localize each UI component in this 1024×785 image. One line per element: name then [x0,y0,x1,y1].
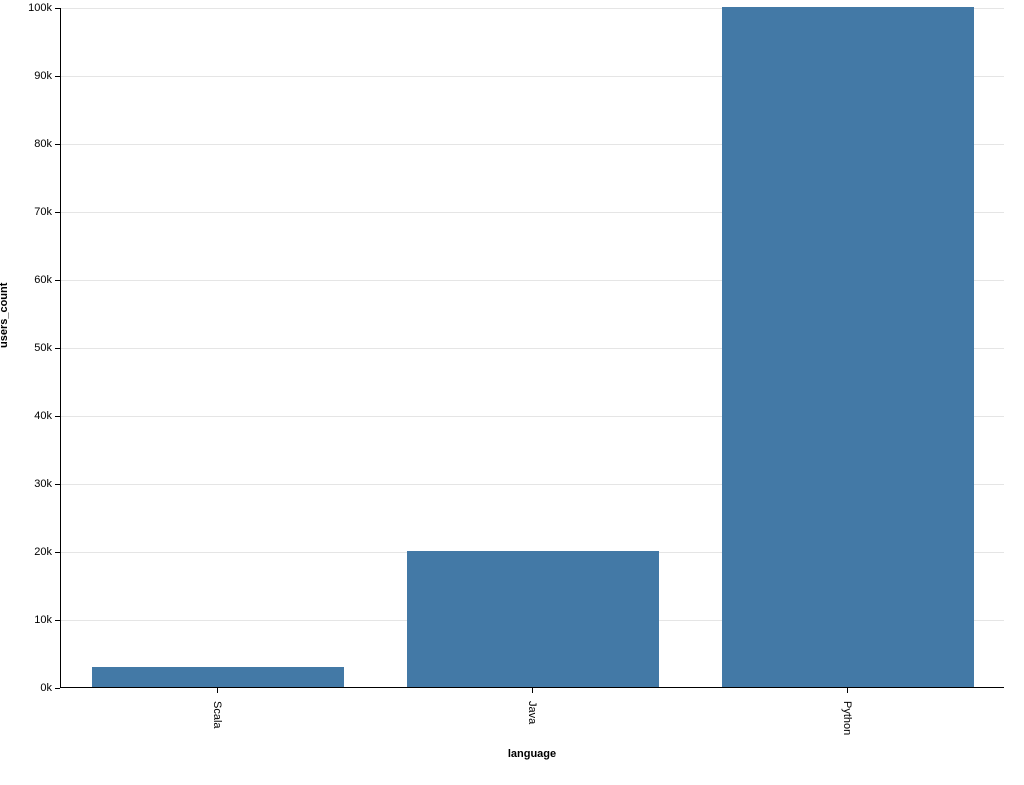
y-tick-label: 10k [0,614,52,626]
bar [407,551,659,687]
bar [92,667,344,687]
y-tick [55,688,60,689]
y-tick-label: 20k [0,546,52,558]
bar [722,7,974,687]
y-tick [55,280,60,281]
y-tick [55,348,60,349]
y-tick-label: 80k [0,138,52,150]
y-tick-label: 40k [0,410,52,422]
y-tick [55,620,60,621]
y-tick-label: 30k [0,478,52,490]
x-tick-label: Scala [211,701,223,729]
y-tick [55,212,60,213]
y-tick [55,552,60,553]
x-tick [532,688,533,693]
y-tick-label: 0k [0,682,52,694]
y-tick [55,76,60,77]
bar-chart: users_count language 0k 10k 20k 30k 40k 50k 60… [0,0,1024,785]
y-tick [55,8,60,9]
y-tick [55,484,60,485]
y-tick-label: 60k [0,274,52,286]
x-tick [217,688,218,693]
y-axis-title: users_count [0,283,10,348]
plot-area [60,8,1004,688]
y-tick [55,416,60,417]
x-tick [847,688,848,693]
x-tick-label: Python [841,701,853,735]
y-tick-label: 100k [0,2,52,14]
y-tick-label: 50k [0,342,52,354]
y-tick [55,144,60,145]
y-tick-label: 70k [0,206,52,218]
x-axis-title: language [60,748,1004,760]
y-tick-label: 90k [0,70,52,82]
x-tick-label: Java [526,701,538,724]
